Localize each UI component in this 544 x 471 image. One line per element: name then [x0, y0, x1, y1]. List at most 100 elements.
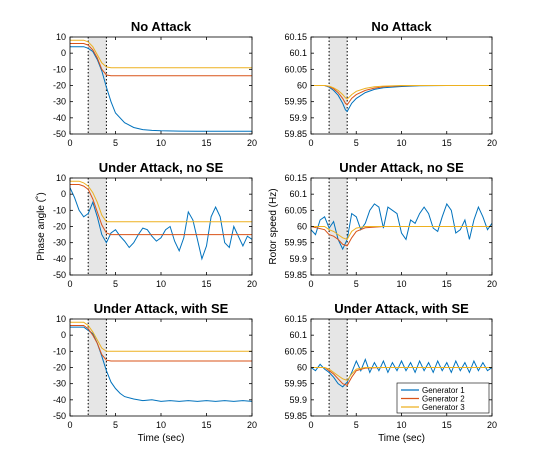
panel-title: Under Attack, no SE [339, 160, 464, 175]
y-tick-label: 59.85 [284, 411, 307, 421]
series-line-2 [70, 325, 252, 362]
y-tick-label: 59.9 [289, 254, 307, 264]
y-tick-label: -20 [53, 81, 66, 91]
y-tick-label: 59.85 [284, 270, 307, 280]
x-tick-label: 0 [67, 420, 72, 430]
y-tick-label: -10 [53, 64, 66, 74]
x-tick-label: 20 [247, 138, 257, 148]
y-tick-label: -20 [53, 222, 66, 232]
x-tick-label: 5 [354, 420, 359, 430]
series-line-1 [70, 46, 252, 132]
y-tick-label: 59.9 [289, 113, 307, 123]
y-tick-label: -50 [53, 270, 66, 280]
panel-title: No Attack [131, 19, 192, 34]
y-tick-label: 59.95 [284, 379, 307, 389]
x-tick-label: 10 [396, 138, 406, 148]
y-tick-label: -10 [53, 205, 66, 215]
y-tick-label: 60.15 [284, 314, 307, 324]
y-tick-label: 10 [56, 173, 66, 183]
panel-title: Under Attack, with SE [334, 301, 469, 316]
panel-4: 0 5 10 15 20 60.15 60.1 60.05 60 59.95 59.9 59.85 Un… [268, 160, 497, 289]
x-tick-label: 10 [156, 420, 166, 430]
panel-1: 0 5 10 15 20 10 0 -10 -20 -30 -40 -50 No Attack [53, 19, 257, 148]
y-tick-label: 60.15 [284, 32, 307, 42]
y-tick-label: 60.05 [284, 346, 307, 356]
y-tick-label: 60.1 [289, 189, 307, 199]
x-tick-label: 15 [201, 138, 211, 148]
x-tick-label: 10 [156, 138, 166, 148]
series-line-3 [311, 226, 492, 241]
attack-window-shade [88, 37, 107, 134]
series-line-3 [311, 367, 492, 381]
y-tick-label: 0 [61, 48, 66, 58]
attack-window-shade [88, 319, 107, 416]
y-tick-label: -40 [53, 254, 66, 264]
y-tick-label: -50 [53, 129, 66, 139]
panel-title: No Attack [371, 19, 432, 34]
x-tick-label: 10 [396, 279, 406, 289]
series-line-3 [311, 85, 492, 100]
y-axis-label: Rotor speed (Hz) [268, 188, 279, 264]
y-tick-label: 59.9 [289, 395, 307, 405]
series-line-3 [70, 180, 252, 223]
x-tick-label: 0 [67, 279, 72, 289]
x-tick-label: 5 [354, 138, 359, 148]
panel-title: Under Attack, with SE [94, 301, 229, 316]
y-tick-label: -50 [53, 411, 66, 421]
x-tick-label: 20 [487, 138, 497, 148]
y-tick-label: 59.85 [284, 129, 307, 139]
y-axis-label: Phase angle (˚) [35, 192, 47, 260]
series-line-1 [70, 326, 252, 402]
attack-window-shade [88, 178, 107, 275]
y-tick-label: 0 [61, 330, 66, 340]
y-tick-label: -30 [53, 97, 66, 107]
series-line-2 [70, 184, 252, 236]
series-line-3 [70, 39, 252, 69]
series-line-2 [70, 43, 252, 77]
panel-5: 0 5 10 15 20 10 0 -10 -20 -30 -40 -50 Under Attack, … [53, 301, 257, 444]
attack-window-shade [329, 37, 348, 134]
y-tick-label: 60.15 [284, 173, 307, 183]
y-tick-label: 59.95 [284, 238, 307, 248]
y-tick-label: -40 [53, 113, 66, 123]
x-tick-label: 15 [201, 279, 211, 289]
y-tick-label: -30 [53, 379, 66, 389]
series-line-1 [70, 187, 252, 261]
y-tick-label: 60.1 [289, 330, 307, 340]
x-tick-label: 20 [487, 420, 497, 430]
panel-2: 0 5 10 15 20 60.15 60.1 60.05 60 59.95 59.9 59.85 No… [284, 19, 497, 148]
attack-window-shade [329, 178, 348, 275]
y-tick-label: 60 [297, 222, 307, 232]
x-tick-label: 5 [354, 279, 359, 289]
y-tick-label: 60 [297, 81, 307, 91]
y-tick-label: 60.05 [284, 64, 307, 74]
x-tick-label: 0 [308, 138, 313, 148]
y-tick-label: 0 [61, 189, 66, 199]
x-axis-label: Time (sec) [138, 433, 185, 444]
panel-6: 0 5 10 15 20 60.15 60.1 60.05 60 59.95 59.9 59.85 Un… [284, 301, 497, 444]
x-tick-label: 5 [113, 420, 118, 430]
y-tick-label: 10 [56, 314, 66, 324]
x-tick-label: 10 [156, 279, 166, 289]
y-tick-label: -30 [53, 238, 66, 248]
y-tick-label: -20 [53, 363, 66, 373]
legend-entry: Generator 1 [422, 386, 465, 395]
x-tick-label: 15 [442, 138, 452, 148]
series-line-2 [311, 226, 492, 247]
y-tick-label: 59.95 [284, 97, 307, 107]
series-line-3 [70, 321, 252, 352]
x-axis-label: Time (sec) [378, 433, 425, 444]
series-line-1 [311, 85, 492, 113]
x-tick-label: 20 [487, 279, 497, 289]
x-tick-label: 5 [113, 279, 118, 289]
y-tick-label: 10 [56, 32, 66, 42]
legend-entry: Generator 2 [422, 395, 465, 404]
x-tick-label: 15 [201, 420, 211, 430]
x-tick-label: 0 [67, 138, 72, 148]
y-tick-label: 60.1 [289, 48, 307, 58]
x-tick-label: 20 [247, 279, 257, 289]
legend-entry: Generator 3 [422, 403, 465, 412]
x-tick-label: 5 [113, 138, 118, 148]
